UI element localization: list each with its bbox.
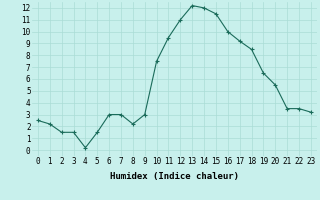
X-axis label: Humidex (Indice chaleur): Humidex (Indice chaleur) bbox=[110, 172, 239, 181]
